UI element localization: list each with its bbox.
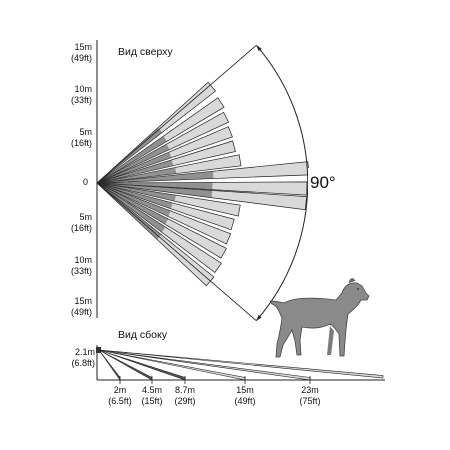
side-label-2m: 2m: [114, 385, 127, 395]
top-axis-label-49ft-up: (49ft): [71, 53, 92, 63]
angle-label-backdrop: [308, 168, 348, 192]
top-beam-inner-10: [97, 183, 176, 202]
top-view-axis-labels: 15m (49ft) 10m (33ft) 5m (16ft) 0 5m (16…: [71, 42, 92, 317]
dog-front-leg: [327, 326, 334, 355]
top-beam-inner-5: [97, 159, 174, 183]
side-label-8-7m: 8.7m: [175, 385, 195, 395]
side-label-75ft: (75ft): [299, 396, 320, 406]
top-axis-label-49ft-down: (49ft): [71, 307, 92, 317]
dog-ear: [348, 278, 356, 284]
arc-arrow-lower: [256, 314, 262, 321]
top-beam-inner-11: [97, 183, 173, 209]
dog-illustration: [269, 278, 370, 358]
top-beam-inner-8: [97, 182, 213, 190]
side-beam-6: [98, 349, 384, 379]
side-view-beams: [98, 349, 384, 381]
side-beam-1: [98, 349, 121, 381]
mount-height-ft: (6.8ft): [71, 358, 95, 368]
top-view-beams: [96, 81, 310, 287]
top-beam-inner-4: [97, 152, 172, 183]
side-label-49ft: (49ft): [234, 396, 255, 406]
coverage-angle-indicator: 90°: [96, 44, 348, 322]
top-beam-inner-9: [97, 183, 213, 198]
coverage-boundary-upper: [96, 44, 257, 184]
top-axis-label-16ft-down: (16ft): [71, 223, 92, 233]
top-axis-label-33ft-down: (33ft): [71, 266, 92, 276]
top-axis-label-0: 0: [83, 177, 88, 187]
top-beam-inner-2: [97, 136, 167, 183]
sensor-unit: [96, 347, 101, 353]
arc-arrow-upper: [256, 45, 262, 52]
side-view-title: Вид сбоку: [118, 329, 168, 341]
top-axis-label-15m-down: 15m: [74, 296, 92, 306]
side-view-distance-markers: [119, 376, 311, 384]
side-label-15ft: (15ft): [141, 396, 162, 406]
top-axis-label-10m-up: 10m: [74, 84, 92, 94]
top-beam-inner-3: [97, 144, 170, 183]
top-axis-label-5m-down: 5m: [79, 212, 92, 222]
side-label-23m: 23m: [301, 385, 319, 395]
mount-height-m: 2.1m: [75, 347, 95, 357]
top-beam-inner-12: [97, 183, 171, 217]
top-beam-inner-13: [97, 183, 169, 225]
top-axis-label-10m-down: 10m: [74, 255, 92, 265]
top-view: Вид сверху 15m (49ft) 10m (33ft) 5m (16f…: [71, 40, 348, 322]
side-view: Вид сбоку 2.1m (6.8ft) 2m (6.5ft) 4.5m (…: [71, 329, 385, 406]
side-label-6-5ft: (6.5ft): [108, 396, 132, 406]
side-label-4-5m: 4.5m: [142, 385, 162, 395]
side-label-29ft: (29ft): [174, 396, 195, 406]
top-axis-label-16ft-up: (16ft): [71, 138, 92, 148]
side-view-distance-labels: 2m (6.5ft) 4.5m (15ft) 8.7m (29ft) 15m (…: [108, 385, 320, 406]
side-label-15m: 15m: [236, 385, 254, 395]
coverage-angle-label: 90°: [310, 173, 336, 192]
top-beam-inner-6: [97, 167, 177, 183]
dog-eye: [357, 288, 359, 290]
top-axis-label-33ft-up: (33ft): [71, 95, 92, 105]
coverage-arc: [255, 44, 309, 322]
coverage-boundary-lower: [96, 182, 257, 322]
top-beam-inner-14: [97, 183, 166, 233]
top-view-title: Вид сверху: [118, 46, 173, 58]
dog-body: [269, 282, 370, 358]
top-beam-inner-7: [97, 171, 214, 183]
top-axis-label-5m-up: 5m: [79, 127, 92, 137]
top-axis-label-15m-up: 15m: [74, 42, 92, 52]
